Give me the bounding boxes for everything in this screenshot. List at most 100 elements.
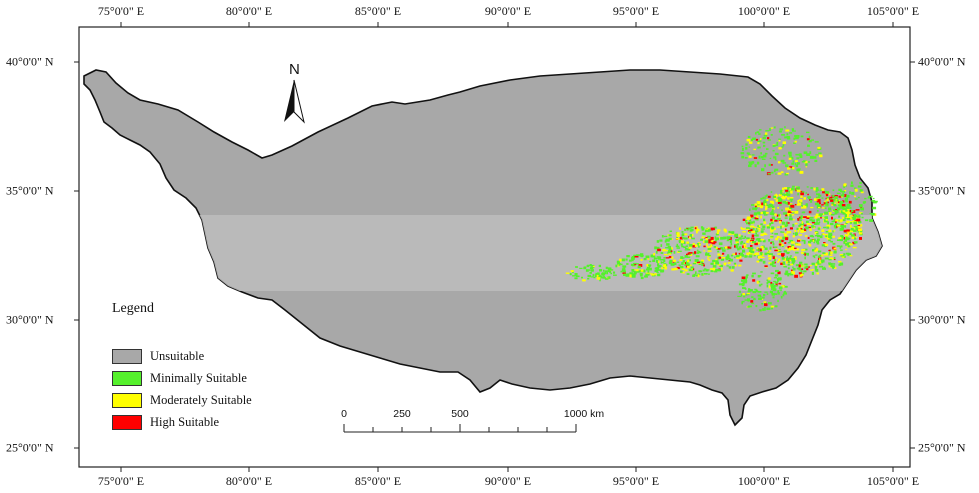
suitability-pixel: [771, 292, 776, 295]
suitability-pixel: [832, 267, 834, 270]
suitability-pixel: [608, 267, 612, 270]
suitability-pixel: [746, 152, 750, 155]
suitability-pixel: [772, 256, 775, 259]
suitability-pixel: [817, 235, 821, 238]
suitability-pixel: [758, 155, 761, 159]
suitability-pixel: [597, 273, 599, 277]
suitability-pixel: [777, 197, 781, 200]
suitability-pixel: [795, 160, 798, 162]
suitability-pixel: [707, 250, 712, 252]
suitability-pixel: [623, 267, 625, 270]
suitability-pixel: [570, 270, 574, 273]
suitability-pixel: [874, 200, 878, 203]
suitability-pixel: [760, 152, 762, 155]
suitability-pixel: [803, 240, 806, 243]
suitability-pixel: [821, 233, 824, 236]
suitability-pixel: [770, 283, 774, 287]
suitability-pixel: [806, 223, 811, 225]
suitability-pixel: [816, 218, 820, 221]
suitability-pixel: [745, 275, 748, 279]
suitability-pixel: [774, 144, 779, 147]
suitability-pixel: [730, 254, 734, 257]
suitability-pixel: [828, 239, 831, 242]
suitability-pixel: [801, 221, 804, 224]
suitability-pixel: [670, 250, 673, 254]
suitability-pixel: [708, 228, 711, 232]
suitability-pixel: [828, 235, 832, 238]
suitability-pixel: [800, 270, 803, 273]
suitability-pixel: [717, 248, 721, 250]
suitability-pixel: [796, 162, 800, 165]
suitability-pixel: [771, 210, 774, 213]
suitability-pixel: [830, 251, 833, 255]
suitability-pixel: [838, 219, 841, 222]
suitability-pixel: [664, 250, 669, 252]
suitability-pixel: [840, 210, 844, 214]
suitability-pixel: [787, 202, 790, 205]
suitability-pixel: [829, 257, 834, 260]
suitability-pixel: [734, 245, 736, 248]
suitability-pixel: [768, 250, 772, 252]
suitability-pixel: [766, 226, 771, 229]
suitability-pixel: [832, 235, 835, 238]
suitability-pixel: [847, 204, 851, 207]
suitability-pixel: [762, 137, 766, 140]
suitability-pixel: [758, 280, 761, 283]
suitability-pixel: [745, 294, 748, 296]
suitability-pixel: [753, 297, 756, 300]
suitability-pixel: [668, 248, 672, 251]
suitability-pixel: [856, 218, 861, 222]
suitability-pixel: [706, 229, 710, 232]
suitability-pixel: [821, 207, 826, 209]
suitability-pixel: [652, 259, 655, 262]
suitability-pixel: [771, 221, 774, 224]
suitability-pixel: [815, 190, 818, 193]
suitability-pixel: [762, 154, 767, 158]
suitability-pixel: [639, 272, 643, 276]
suitability-pixel: [757, 291, 762, 293]
suitability-pixel: [830, 240, 833, 243]
suitability-pixel: [777, 207, 779, 209]
suitability-pixel: [754, 288, 757, 291]
suitability-pixel: [788, 258, 793, 261]
suitability-pixel: [808, 226, 811, 229]
suitability-pixel: [679, 265, 684, 269]
suitability-pixel: [734, 256, 736, 259]
suitability-pixel: [705, 253, 709, 256]
lon-label-bottom-90: 90°0'0" E: [484, 474, 532, 488]
suitability-pixel: [590, 269, 594, 272]
suitability-pixel: [855, 221, 860, 224]
suitability-pixel: [808, 241, 812, 244]
suitability-pixel: [718, 255, 721, 257]
suitability-pixel: [697, 273, 701, 276]
suitability-pixel: [742, 237, 745, 239]
suitability-pixel: [828, 210, 831, 212]
suitability-pixel: [749, 254, 753, 256]
suitability-pixel: [789, 256, 792, 259]
suitability-pixel: [646, 264, 649, 267]
suitability-pixel: [770, 305, 775, 308]
suitability-pixel: [854, 187, 857, 190]
suitability-pixel: [766, 148, 769, 150]
suitability-pixel: [591, 276, 594, 278]
suitability-pixel: [784, 173, 789, 176]
suitability-pixel: [786, 251, 790, 254]
suitability-pixel: [752, 207, 756, 210]
suitability-pixel: [784, 272, 788, 275]
suitability-pixel: [781, 256, 785, 260]
suitability-pixel: [829, 237, 833, 239]
suitability-pixel: [746, 240, 750, 243]
suitability-pixel: [657, 269, 662, 271]
suitability-pixel: [833, 247, 837, 250]
suitability-pixel: [777, 199, 781, 202]
suitability-pixel: [697, 274, 700, 278]
suitability-pixel: [718, 236, 721, 238]
suitability-pixel: [742, 249, 746, 253]
suitability-pixel: [684, 255, 688, 258]
suitability-pixel: [609, 270, 612, 273]
suitability-pixel: [840, 249, 843, 251]
suitability-pixel: [845, 235, 849, 238]
suitability-pixel: [839, 262, 844, 266]
suitability-pixel: [787, 246, 791, 249]
suitability-pixel: [712, 267, 716, 271]
